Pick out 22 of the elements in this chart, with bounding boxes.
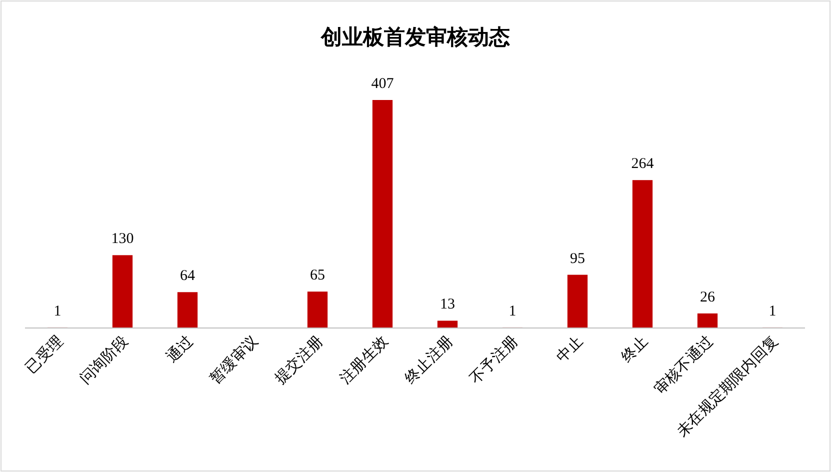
x-tick-label: 终止注册 [402, 332, 456, 388]
data-label: 64 [180, 268, 196, 284]
data-label: 407 [371, 76, 394, 92]
data-label: 1 [54, 303, 62, 320]
x-tick-label: 终止 [618, 332, 652, 366]
data-label: 95 [570, 250, 585, 267]
x-tick-label: 暂缓审议 [206, 332, 262, 388]
x-tick-label: 问询阶段 [76, 332, 132, 388]
x-tick-label: 中止 [553, 332, 586, 366]
x-tick-label: 已受理 [22, 332, 66, 377]
data-label: 1 [768, 303, 776, 320]
data-label: 130 [111, 231, 134, 248]
data-label: 1 [508, 303, 516, 320]
chart-title: 创业板首发审核动态 [320, 25, 510, 49]
data-label: 65 [310, 268, 325, 284]
x-tick-label: 提交注册 [272, 332, 326, 388]
x-tick-label: 通过 [163, 332, 196, 366]
x-tick-label: 不予注册 [466, 332, 522, 388]
data-label: 26 [700, 289, 716, 306]
x-tick-label: 注册生效 [336, 332, 392, 388]
data-label: 264 [631, 156, 654, 172]
data-label: 13 [440, 296, 455, 313]
